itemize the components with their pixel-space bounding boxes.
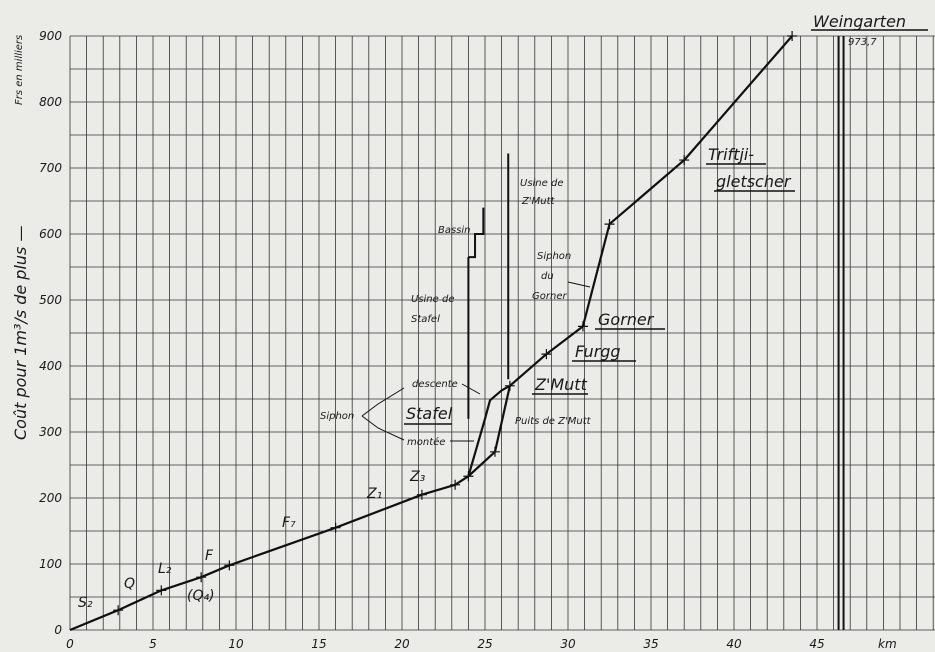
label-usine-stafel-2: Stafel [411, 314, 440, 325]
label-triftji-1: Triftji- [708, 145, 754, 164]
label-usine-zmutt-1: Usine de [520, 178, 563, 189]
label-siphon: Siphon [320, 411, 354, 422]
label-f7: F₇ [282, 515, 296, 531]
label-weingarten-value: 973,7 [848, 37, 877, 48]
y-tick-label: 700 [39, 161, 62, 175]
x-tick-label: 45 [809, 637, 824, 651]
data-point-mark [224, 560, 234, 570]
label-siphon-gorner-2: du [541, 271, 554, 282]
tick-labels: 0 5 10 15 20 25 30 35 40 45 0 100 200 300 400 500 600 700… [39, 29, 825, 651]
y-unit: Frs en milliers [14, 35, 25, 105]
data-point-mark [156, 585, 166, 595]
label-s2: S₂ [78, 595, 93, 611]
data-point-mark [113, 605, 123, 615]
x-tick-label: 10 [228, 637, 244, 651]
label-l2: L₂ [158, 561, 172, 577]
x-tick-label: 35 [643, 637, 658, 651]
y-tick-label: 900 [39, 29, 62, 43]
label-bassin: Bassin [438, 225, 471, 236]
y-axis-label: Coût pour 1m³/s de plus — [11, 226, 30, 440]
y-tick-label: 0 [54, 623, 62, 637]
label-zmutt: Z'Mutt [534, 375, 588, 394]
y-tick-label: 300 [39, 425, 62, 439]
x-tick-label: 5 [149, 637, 157, 651]
y-tick-label: 200 [39, 491, 62, 505]
label-gorner: Gorner [598, 310, 655, 329]
label-puits: Puits de Z'Mutt [515, 416, 592, 427]
y-tick-label: 100 [39, 557, 62, 571]
label-usine-zmutt-2: Z'Mutt [521, 196, 555, 207]
label-triftji-2: gletscher [716, 172, 792, 191]
label-siphon-gorner-3: Gorner [532, 291, 567, 302]
x-tick-label: 25 [477, 637, 492, 651]
x-unit: km [878, 637, 897, 651]
y-tick-label: 800 [39, 95, 62, 109]
label-weingarten: Weingarten [813, 12, 906, 31]
label-descente: descente [412, 379, 458, 390]
x-tick-label: 15 [311, 637, 326, 651]
label-z1: Z₁ [366, 486, 382, 502]
y-tick-label: 400 [39, 359, 62, 373]
x-tick-label: 0 [66, 637, 74, 651]
label-usine-stafel-1: Usine de [411, 294, 454, 305]
label-stafel: Stafel [406, 404, 453, 423]
x-tick-label: 30 [560, 637, 576, 651]
x-tick-label: 20 [394, 637, 410, 651]
series-layer [70, 31, 797, 630]
bassin-step [468, 208, 483, 258]
x-tick-label: 40 [726, 637, 742, 651]
label-montee: montée [407, 436, 445, 448]
grid [70, 36, 935, 630]
label-q: Q [124, 576, 135, 592]
label-furgg: Furgg [575, 342, 621, 361]
y-tick-label: 500 [39, 293, 62, 307]
y-tick-label: 600 [39, 227, 62, 241]
data-point-mark [196, 572, 206, 582]
label-q4: (Q₄) [187, 588, 215, 604]
label-siphon-gorner-1: Siphon [537, 251, 571, 262]
label-f: F [205, 548, 214, 564]
label-z3: Z₃ [409, 469, 426, 485]
